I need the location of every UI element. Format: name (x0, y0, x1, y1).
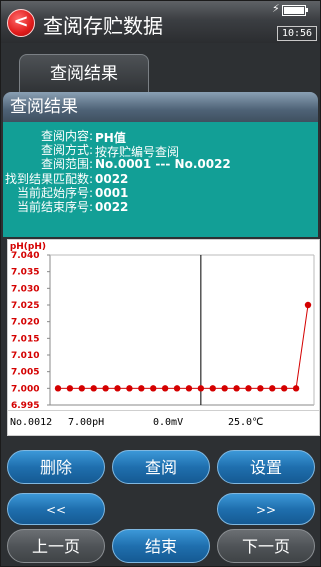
info-label: 查阅范围: (40, 157, 93, 171)
delete-button[interactable]: 删除 (7, 450, 105, 484)
data-point (280, 385, 288, 392)
y-tick-label: 7.025 (11, 301, 39, 311)
data-point (138, 385, 145, 392)
data-point (114, 385, 121, 392)
readout-mv: 0.0mV (153, 417, 184, 428)
y-tick-label: 7.005 (11, 368, 39, 378)
data-point (221, 385, 228, 392)
info-value: 0001 (95, 186, 129, 200)
chevron-left-icon: < (13, 11, 29, 32)
back-button[interactable]: < (7, 9, 35, 37)
data-point (150, 385, 157, 392)
info-value: PH值 (95, 131, 126, 145)
info-value: No.0001 --- No.0022 (95, 157, 231, 171)
data-point (54, 385, 62, 392)
y-tick-label: 7.040 (11, 251, 39, 261)
data-point (245, 385, 252, 392)
prev-fast-button[interactable]: << (7, 493, 105, 525)
ph-chart[interactable]: pH(pH) 7.040 7.035 7.030 7.025 7.020 7.015 7.01… (7, 239, 320, 411)
charging-icon: ⚡ (272, 2, 280, 15)
y-axis-label: pH(pH) (10, 242, 46, 252)
info-value: 0022 (95, 172, 129, 186)
data-point (161, 385, 169, 392)
data-point (173, 385, 181, 392)
y-tick-label: 6.995 (11, 401, 39, 410)
prev-page-button[interactable]: 上一页 (7, 529, 105, 563)
data-point (304, 301, 312, 309)
page-title: 查阅存贮数据 (43, 14, 163, 38)
info-value: 按存贮编号查阅 (95, 145, 180, 159)
readout-ph: 7.00pH (68, 417, 105, 428)
data-point (78, 385, 86, 392)
y-tick-label: 7.020 (11, 318, 39, 328)
data-point (257, 385, 264, 392)
info-label: 查阅内容: (40, 129, 93, 143)
y-tick-label: 7.000 (11, 384, 39, 394)
readout-number: No.0012 (10, 417, 53, 428)
data-point (102, 385, 109, 392)
info-value: 0022 (95, 200, 129, 214)
data-point (126, 385, 133, 392)
tab-results[interactable]: 查阅结果 (19, 54, 149, 93)
readout-temperature: 25.0℃ (228, 417, 264, 428)
info-label: 当前结束序号: (16, 200, 93, 214)
title-bar: < 查阅存贮数据 ⚡ 10:56 (1, 1, 320, 43)
battery-icon (282, 5, 306, 16)
y-tick-label: 7.035 (11, 268, 39, 278)
settings-button[interactable]: 设置 (217, 450, 315, 484)
query-info: 查阅内容: PH值 查阅方式: 按存贮编号查阅 查阅范围: No.0001 --… (3, 122, 318, 237)
panel-title: 查阅结果 (3, 92, 318, 122)
query-button[interactable]: 查阅 (112, 450, 210, 484)
clock: 10:56 (277, 26, 317, 41)
data-point (209, 385, 216, 392)
data-point (269, 385, 276, 392)
series-segment (295, 304, 309, 389)
y-tick-label: 7.030 (11, 284, 39, 294)
info-label: 当前起始序号: (16, 186, 93, 200)
data-point (233, 385, 240, 392)
data-point (197, 385, 205, 392)
data-point (66, 385, 74, 392)
data-point (185, 385, 193, 392)
data-point (90, 385, 97, 392)
cursor-readout: No.0012 7.00pH 0.0mV 25.0℃ (7, 410, 320, 436)
next-page-button[interactable]: 下一页 (217, 529, 315, 563)
y-tick-label: 7.015 (11, 334, 39, 344)
info-label: 查阅方式: (40, 143, 93, 157)
y-tick-label: 7.010 (11, 351, 39, 361)
data-point (292, 385, 300, 392)
info-label: 找到结果匹配数: (4, 172, 93, 186)
end-button[interactable]: 结束 (112, 529, 210, 563)
next-fast-button[interactable]: >> (217, 493, 315, 525)
